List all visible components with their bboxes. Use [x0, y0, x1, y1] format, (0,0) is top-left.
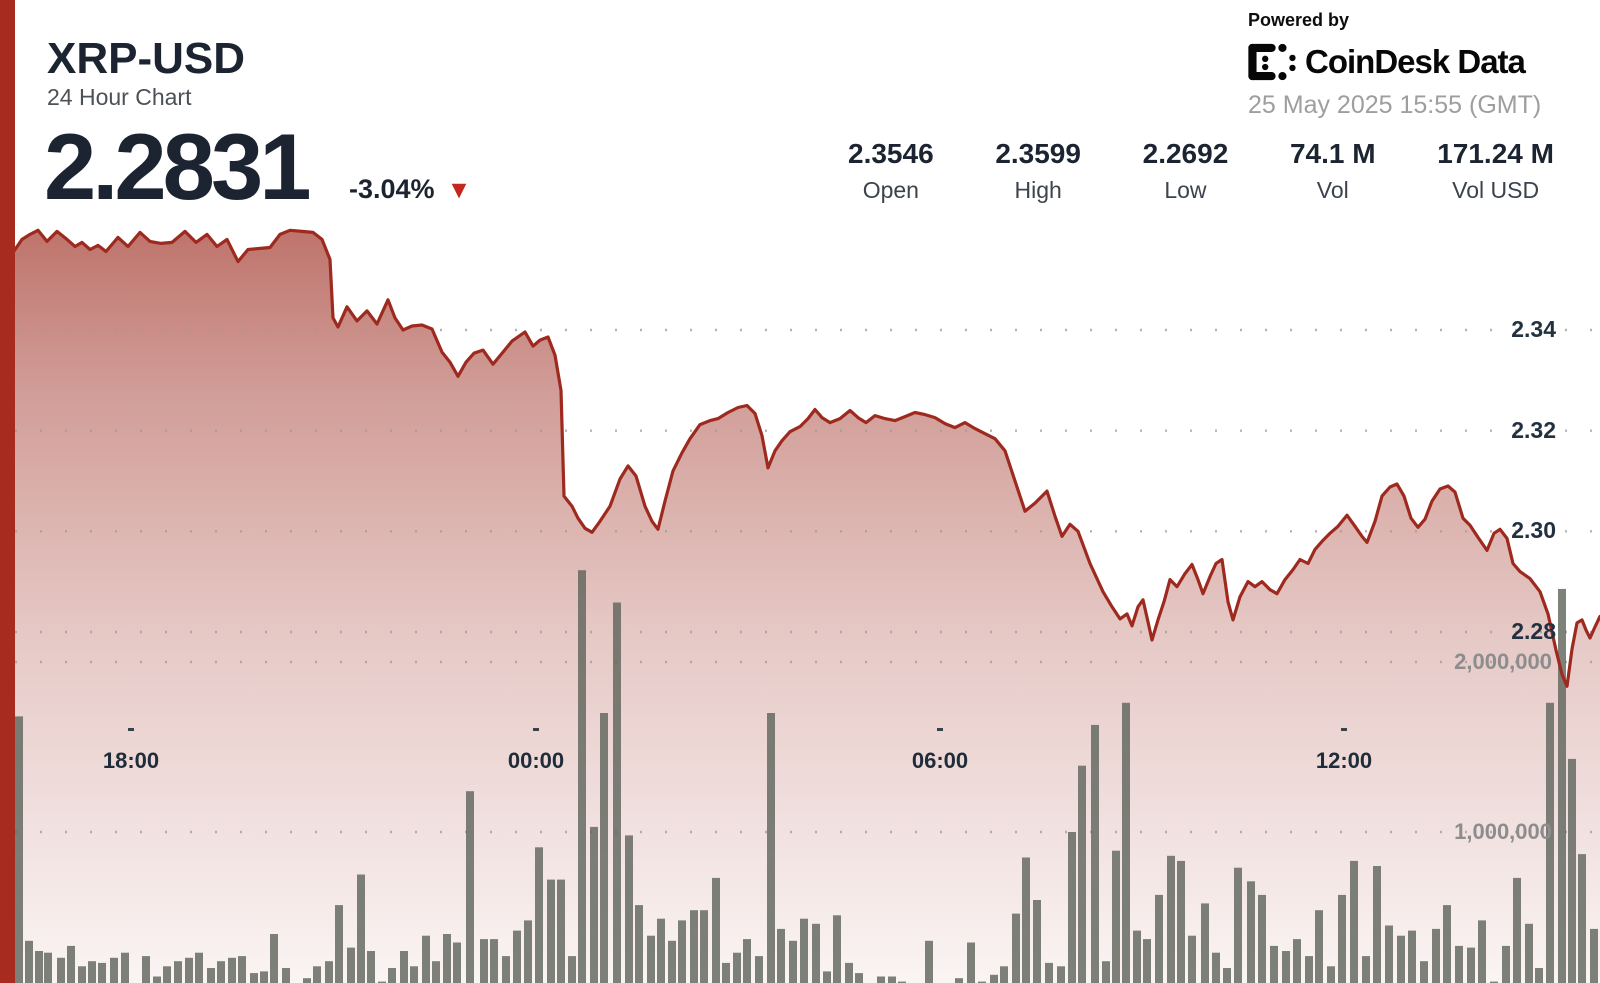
symbol-title: XRP-USD — [47, 34, 246, 83]
stat-label: Vol — [1316, 177, 1349, 203]
stat-vol: 74.1 M Vol — [1290, 138, 1376, 204]
stat-value: 2.3546 — [848, 138, 934, 169]
stat-low: 2.2692 Low — [1143, 138, 1229, 204]
coindesk-logo-icon — [1248, 43, 1296, 81]
stat-open: 2.3546 Open — [848, 138, 934, 204]
coindesk-brand: CoinDesk Data — [1248, 42, 1558, 82]
price-line — [11, 228, 1600, 688]
brand-name: CoinDesk Data — [1305, 43, 1526, 80]
x-axis-ticks — [128, 728, 1347, 731]
chart-subtitle: 24 Hour Chart — [47, 84, 192, 110]
stat-label: Low — [1164, 177, 1207, 203]
stat-label: Vol USD — [1452, 177, 1540, 203]
price-change: -3.04% ▼ — [349, 174, 471, 205]
stat-value: 2.3599 — [995, 138, 1081, 169]
powered-by-text: Powered by — [1248, 10, 1350, 30]
stat-label: High — [1014, 177, 1062, 203]
last-price: 2.2831 — [44, 114, 312, 219]
stat-value: 2.2692 — [1142, 138, 1229, 169]
volume-bars — [15, 570, 1598, 983]
price-area-fill — [13, 230, 1600, 983]
down-triangle-icon: ▼ — [446, 176, 472, 204]
ohlc-stats-row: 2.3546 Open 2.3599 High 2.2692 Low 74.1 … — [848, 138, 1554, 204]
stat-high: 2.3599 High — [995, 138, 1081, 204]
stat-label: Open — [862, 177, 919, 203]
chart-timestamp: 25 May 2025 15:55 (GMT) — [1248, 91, 1542, 119]
stat-value: 74.1 M — [1289, 138, 1376, 169]
left-accent-bar — [0, 0, 15, 983]
change-percent: -3.04% — [349, 174, 435, 204]
stat-vol-usd: 171.24 M Vol USD — [1437, 138, 1554, 204]
stat-value: 171.24 M — [1437, 138, 1554, 169]
powered-by-block: Powered by CoinDesk Data 25 May 2025 15:… — [1248, 10, 1558, 120]
